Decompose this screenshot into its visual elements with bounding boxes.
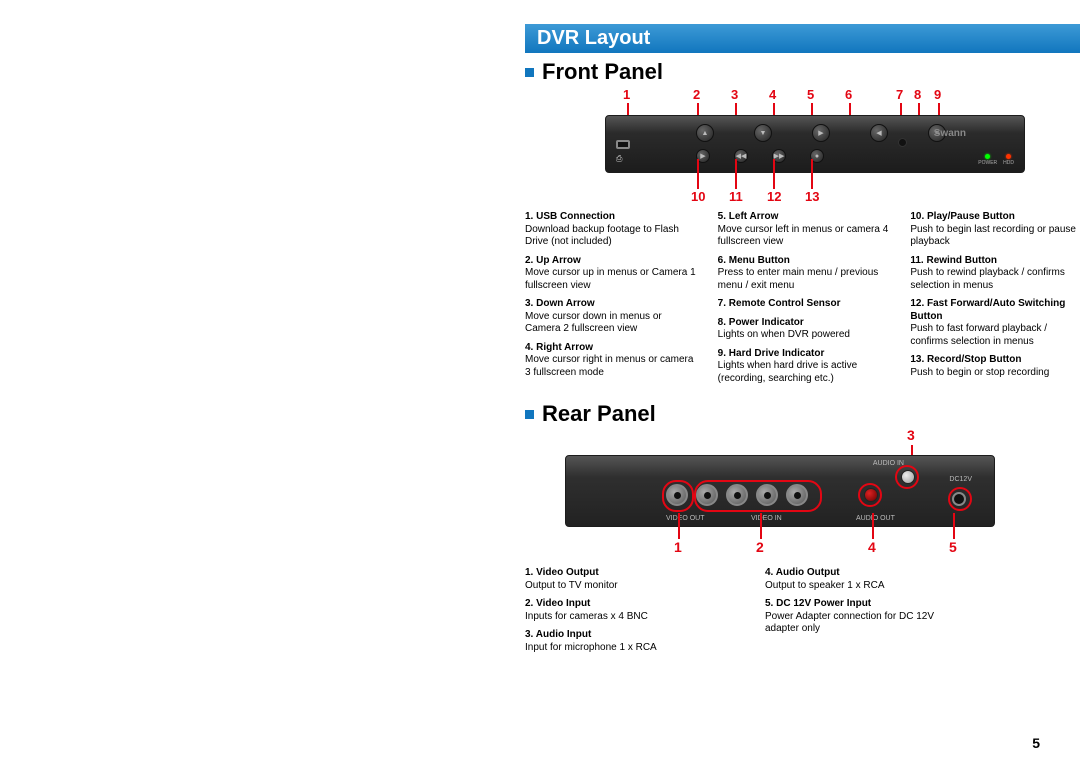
legend-item: 5. DC 12V Power InputPower Adapter conne… [765, 598, 965, 636]
left-arrow-button: ◀ [870, 124, 888, 142]
legend-item: 8. Power IndicatorLights on when DVR pow… [718, 317, 893, 342]
front-panel-title: Front Panel [525, 59, 1080, 85]
rear-device: AUDIO IN VIDEO OUT VIDEO IN AUDIO OUT DC… [565, 455, 995, 527]
callout-line [735, 159, 737, 189]
legend-item: 7. Remote Control Sensor [718, 298, 893, 311]
power-led: POWER [978, 154, 997, 166]
front-device: ⎙ ▲ ▼ ▶ ◀ ≡ ▶ ◀◀ ▶▶ ● Swann POWER [605, 115, 1025, 173]
callout-ring [858, 483, 882, 507]
callout-number: 12 [767, 189, 781, 204]
front-panel-legend: 1. USB ConnectionDownload backup footage… [525, 211, 1080, 391]
down-arrow-button: ▼ [754, 124, 772, 142]
legend-item: 6. Menu ButtonPress to enter main menu /… [718, 255, 893, 293]
dc12v-label: DC12V [949, 476, 972, 483]
legend-item: 3. Down ArrowMove cursor down in menus o… [525, 298, 700, 336]
brand-label: Swann [934, 128, 966, 139]
callout-number: 11 [729, 189, 743, 204]
callout-number: 10 [691, 189, 705, 204]
legend-item: 12. Fast Forward/Auto Switching ButtonPu… [910, 298, 1080, 348]
callout-number: 6 [845, 87, 852, 102]
callout-number: 9 [934, 87, 941, 102]
legend-item: 13. Record/Stop ButtonPush to begin or s… [910, 354, 1080, 379]
callout-number: 3 [907, 427, 915, 443]
legend-item: 2. Up ArrowMove cursor up in menus or Ca… [525, 255, 700, 293]
legend-item: 4. Right ArrowMove cursor right in menus… [525, 342, 700, 380]
up-arrow-button: ▲ [696, 124, 714, 142]
video-out-label: VIDEO OUT [666, 515, 705, 522]
legend-item: 9. Hard Drive IndicatorLights when hard … [718, 348, 893, 386]
callout-line [773, 159, 775, 189]
callout-number: 13 [805, 189, 819, 204]
callout-number: 2 [693, 87, 700, 102]
legend-item: 5. Left ArrowMove cursor left in menus o… [718, 211, 893, 249]
callout-line [760, 513, 762, 539]
legend-item: 3. Audio InputInput for microphone 1 x R… [525, 629, 725, 654]
callout-ring [694, 480, 822, 512]
callout-number: 2 [756, 539, 764, 555]
callout-line [678, 513, 680, 539]
legend-item: 2. Video InputInputs for cameras x 4 BNC [525, 598, 725, 623]
callout-number: 7 [896, 87, 903, 102]
callout-number: 3 [731, 87, 738, 102]
ir-sensor-icon [898, 138, 907, 147]
page-number: 5 [1032, 735, 1040, 751]
callout-line [697, 159, 699, 189]
callout-number: 8 [914, 87, 921, 102]
callout-number: 1 [674, 539, 682, 555]
right-arrow-button: ▶ [812, 124, 830, 142]
callout-ring [895, 465, 919, 489]
hdd-led: HDD [1003, 154, 1014, 166]
audio-in-label: AUDIO IN [873, 460, 904, 467]
rear-panel-legend: 1. Video OutputOutput to TV monitor 2. V… [525, 567, 965, 660]
callout-number: 5 [807, 87, 814, 102]
legend-item: 10. Play/Pause ButtonPush to begin last … [910, 211, 1080, 249]
callout-line [872, 513, 874, 539]
audio-out-label: AUDIO OUT [856, 515, 895, 522]
callout-number: 1 [623, 87, 630, 102]
legend-item: 1. USB ConnectionDownload backup footage… [525, 211, 700, 249]
callout-ring [948, 487, 972, 511]
legend-item: 4. Audio OutputOutput to speaker 1 x RCA [765, 567, 965, 592]
rear-panel-diagram: 3 AUDIO IN VIDEO OUT VIDEO IN AUDIO OUT … [565, 431, 1035, 553]
front-panel-diagram: 123456789 ⎙ ▲ ▼ ▶ ◀ ≡ ▶ ◀◀ ▶▶ ● [565, 89, 1035, 199]
callout-number: 4 [769, 87, 776, 102]
legend-item: 1. Video OutputOutput to TV monitor [525, 567, 725, 592]
callout-line [953, 513, 955, 539]
video-in-label: VIDEO IN [751, 515, 782, 522]
callout-number: 5 [949, 539, 957, 555]
rear-panel-title: Rear Panel [525, 401, 1080, 427]
callout-line [811, 159, 813, 189]
usb-port-icon [616, 140, 630, 149]
section-header: DVR Layout [525, 24, 1080, 53]
legend-item: 11. Rewind ButtonPush to rewind playback… [910, 255, 1080, 293]
callout-number: 4 [868, 539, 876, 555]
usb-icon: ⎙ [616, 154, 622, 164]
callout-ring [662, 480, 694, 512]
